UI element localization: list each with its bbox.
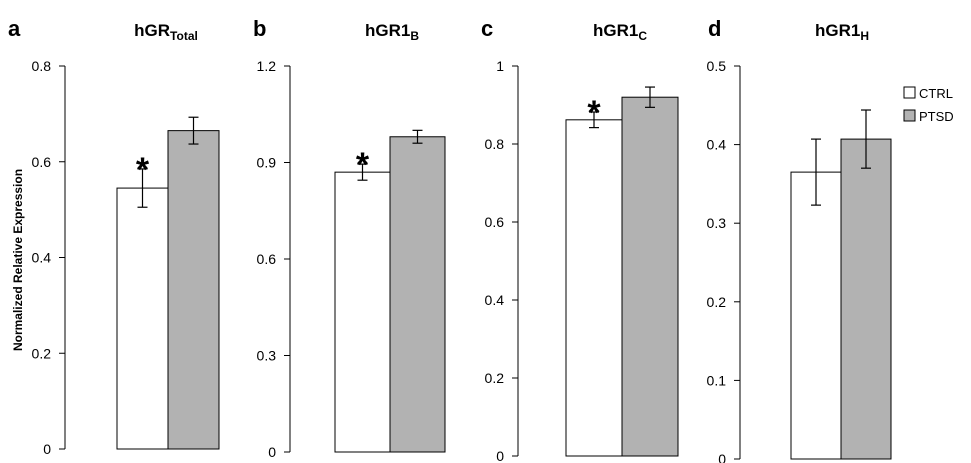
error-bar bbox=[357, 163, 368, 181]
panel-c: c hGR1C 0 0.2 0.4 0.6 0.8 1 * bbox=[481, 16, 679, 463]
panel-title: hGR1C bbox=[593, 21, 647, 43]
panel-d: d hGR1H 0 0.1 0.2 0.3 0.4 0.5 bbox=[707, 16, 892, 463]
y-tick-label: 0.3 bbox=[257, 348, 277, 364]
panel-title: hGR1H bbox=[815, 21, 869, 43]
y-tick-label: 0.8 bbox=[485, 136, 505, 152]
panel-title: hGRTotal bbox=[134, 21, 198, 43]
panel-letter: b bbox=[253, 16, 266, 41]
significance-marker: * bbox=[136, 151, 150, 189]
y-tick-label: 0.6 bbox=[485, 214, 505, 230]
legend-label: CTRL bbox=[919, 86, 953, 101]
bar-ptsd bbox=[389, 136, 446, 453]
y-axis-label: Normalized Relative Expression bbox=[11, 169, 25, 351]
y-tick-label: 0.9 bbox=[257, 155, 277, 171]
y-tick-label: 0 bbox=[268, 444, 276, 460]
panel-letter: c bbox=[481, 16, 493, 41]
y-tick-label: 0.5 bbox=[707, 58, 727, 74]
bar-ctrl bbox=[565, 119, 623, 457]
y-tick-label: 0.8 bbox=[32, 58, 52, 74]
error-bar bbox=[137, 168, 148, 208]
panel-title: hGR1B bbox=[365, 21, 419, 43]
error-bar bbox=[188, 116, 199, 145]
bar-ctrl bbox=[334, 171, 391, 453]
y-tick-label: 0.6 bbox=[32, 154, 52, 170]
y-tick-label: 1.2 bbox=[257, 58, 277, 74]
significance-marker: * bbox=[356, 146, 370, 184]
y-tick-label: 0 bbox=[718, 451, 726, 463]
bar-ptsd bbox=[167, 130, 220, 450]
error-bar bbox=[645, 86, 655, 108]
bar-ctrl bbox=[116, 187, 169, 450]
error-bar bbox=[412, 129, 423, 144]
y-tick-label: 0.3 bbox=[707, 215, 727, 231]
legend-swatch bbox=[903, 109, 916, 122]
bar-ctrl bbox=[790, 171, 842, 460]
error-bar bbox=[589, 111, 599, 129]
y-tick-label: 0 bbox=[496, 448, 504, 463]
legend-item-ctrl: CTRL bbox=[903, 86, 953, 101]
y-tick-label: 0.4 bbox=[707, 137, 727, 153]
y-tick-label: 0 bbox=[43, 441, 51, 457]
error-bar bbox=[861, 109, 871, 169]
legend: CTRL PTSD bbox=[903, 86, 954, 124]
panel-a: a hGRTotal 0 0.2 0.4 0.6 0.8 * bbox=[8, 16, 220, 457]
legend-label: PTSD bbox=[919, 109, 954, 124]
y-tick-label: 0.2 bbox=[707, 294, 727, 310]
bar-ptsd bbox=[621, 96, 679, 457]
panel-b: b hGR1B 0 0.3 0.6 0.9 1.2 * bbox=[253, 16, 446, 460]
significance-marker: * bbox=[587, 94, 601, 132]
y-tick-label: 1 bbox=[496, 58, 504, 74]
panel-letter: a bbox=[8, 16, 21, 41]
y-tick-label: 0.4 bbox=[32, 250, 52, 266]
y-tick-label: 0.2 bbox=[32, 345, 52, 361]
y-tick-label: 0.4 bbox=[485, 292, 505, 308]
y-tick-label: 0.6 bbox=[257, 251, 277, 267]
y-tick-label: 0.1 bbox=[707, 372, 727, 388]
panel-letter: d bbox=[708, 16, 721, 41]
legend-swatch bbox=[903, 86, 916, 99]
y-tick-label: 0.2 bbox=[485, 370, 505, 386]
error-bar bbox=[811, 138, 821, 206]
bar-ptsd bbox=[840, 138, 892, 460]
legend-item-ptsd: PTSD bbox=[903, 109, 954, 124]
